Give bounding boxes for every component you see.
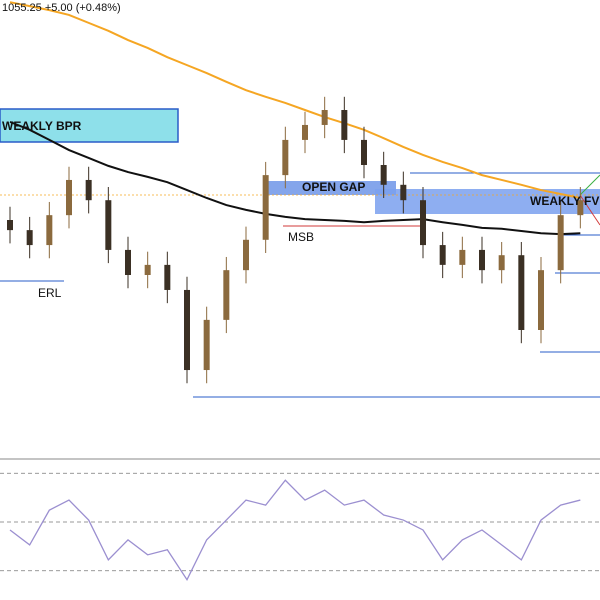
candle-body <box>361 139 367 165</box>
candle-body <box>282 139 289 176</box>
candle-body <box>26 230 33 246</box>
rsi-line <box>9 479 581 581</box>
candle-body <box>66 179 72 216</box>
moving-average <box>9 1 581 199</box>
annotation: ERL <box>38 286 62 300</box>
candle-body <box>203 319 210 371</box>
candle-body <box>557 215 564 271</box>
candle-body <box>243 239 249 271</box>
annotation: WEAKLY BPR <box>2 119 82 133</box>
candle-body <box>262 175 269 240</box>
candle-body <box>46 215 53 246</box>
candle-body <box>302 124 308 140</box>
candle-body <box>105 200 112 250</box>
annotation: OPEN GAP <box>302 180 365 194</box>
header: 1055.25 +5.00 (+0.48%) <box>2 2 121 14</box>
candle-body <box>223 270 230 320</box>
candle-body <box>498 255 505 271</box>
bpr-zone <box>0 108 179 143</box>
candle-body <box>125 249 131 275</box>
candle-body <box>439 245 446 265</box>
candle-body <box>341 110 348 140</box>
candle-body <box>400 184 407 201</box>
candle-body <box>459 249 466 265</box>
candle-body <box>85 179 92 201</box>
fvg-zone <box>375 189 600 214</box>
annotation: MSB <box>288 230 314 244</box>
candle-body <box>144 264 151 275</box>
candle-body <box>321 110 328 125</box>
moving-average <box>9 120 581 236</box>
candle-body <box>577 200 584 216</box>
candle-body <box>164 264 171 290</box>
candle-body <box>479 249 485 271</box>
candle-body <box>380 165 387 185</box>
projection <box>579 194 600 226</box>
candle-body <box>184 289 190 371</box>
candle-body <box>420 200 426 246</box>
annotation: WEAKLY FV <box>530 194 599 208</box>
candle-body <box>538 270 544 330</box>
candle-body <box>7 220 13 231</box>
projection <box>579 174 600 196</box>
candle-body <box>518 255 525 330</box>
gap-zone <box>266 181 396 195</box>
